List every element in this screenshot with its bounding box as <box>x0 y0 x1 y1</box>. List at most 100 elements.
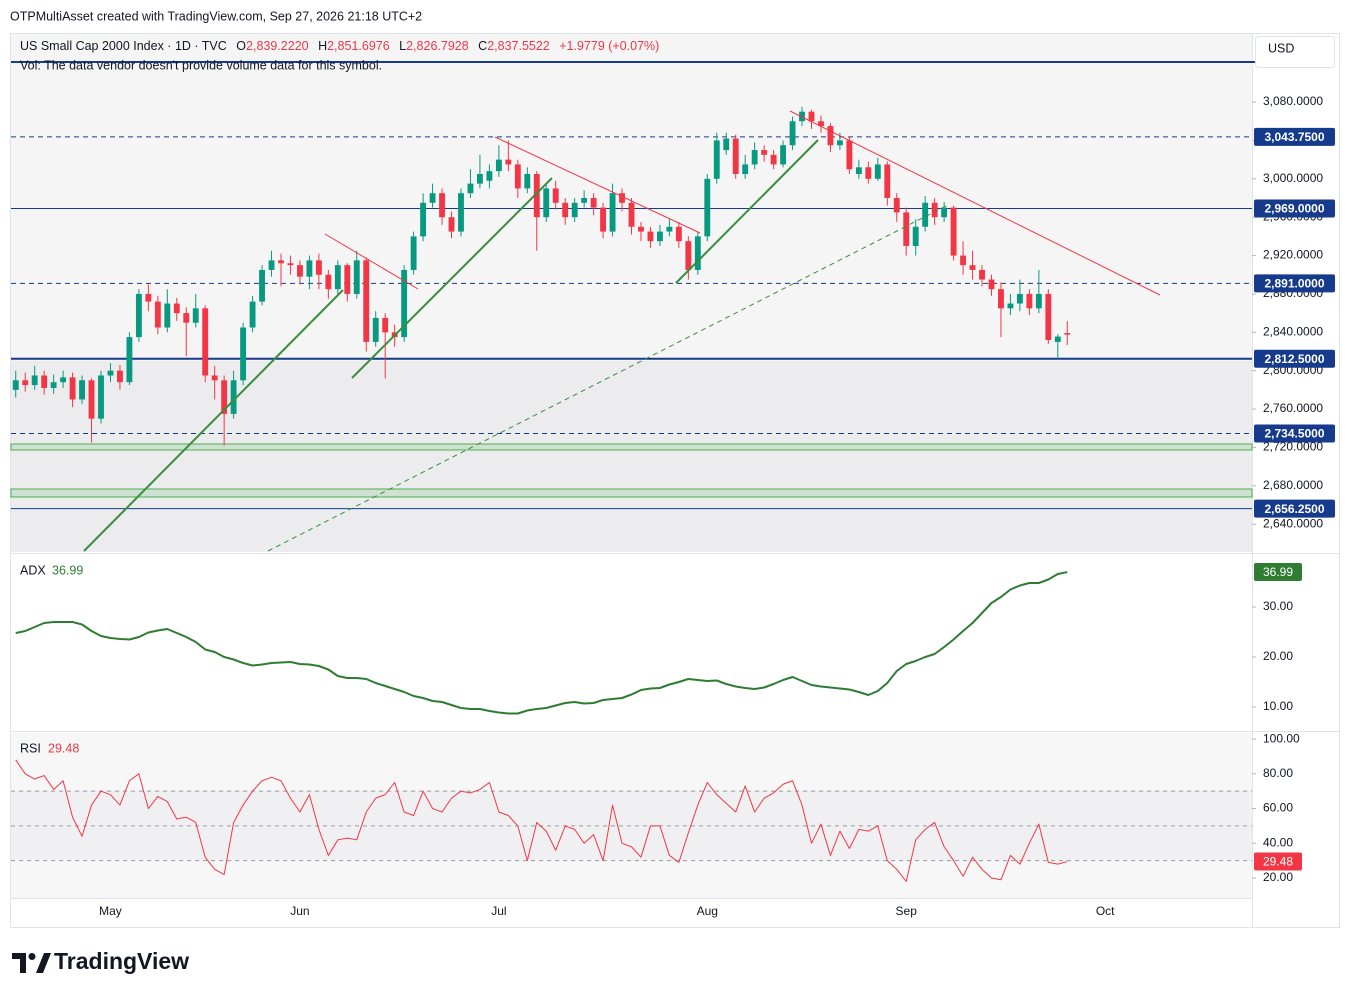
volume-note: Vol: The data vendor doesn't provide vol… <box>20 58 382 72</box>
candle-body <box>979 269 985 280</box>
brand-name: TradingView <box>54 948 189 974</box>
candle-body <box>439 193 445 218</box>
candle-body <box>476 174 483 184</box>
candle-body <box>855 167 862 175</box>
logo-mark <box>12 953 26 973</box>
y-tick-label: 3,080.0000 <box>1263 94 1323 108</box>
level-label-box <box>1254 349 1335 368</box>
last-value-box <box>1254 563 1302 582</box>
candle-body <box>723 138 730 151</box>
candle-body <box>296 265 303 277</box>
x-tick-label: May <box>99 904 122 918</box>
level-label-box <box>1254 274 1335 293</box>
level-label: 3,043.7500 <box>1264 130 1324 144</box>
candle-body <box>382 317 389 333</box>
candle-body <box>571 202 578 218</box>
candle-body <box>420 202 427 237</box>
candle-body <box>211 375 218 381</box>
x-tick-label: Aug <box>697 904 718 918</box>
candle-body <box>950 207 957 256</box>
x-tick-label: Jul <box>491 904 506 918</box>
y-tick-label: 100.00 <box>1263 731 1300 745</box>
last-value-box <box>1254 852 1302 871</box>
candle-body <box>789 121 796 146</box>
indicator-value: 29.48 <box>48 741 79 755</box>
candle-body <box>79 380 85 400</box>
candle-body <box>1045 293 1052 340</box>
level-label-box <box>1254 499 1335 518</box>
support-zone <box>10 443 1253 451</box>
candle-body <box>50 382 57 388</box>
y-tick-label: 2,640.0000 <box>1263 516 1323 530</box>
x-tick-label: Oct <box>1096 904 1115 918</box>
candle-body <box>562 202 569 218</box>
candle-body <box>751 150 758 165</box>
candle-body <box>1026 293 1033 309</box>
level-label-box <box>1254 199 1335 218</box>
candle-body <box>884 164 891 199</box>
y-tick-label: 2,720.0000 <box>1263 440 1323 454</box>
candle-body <box>88 380 95 419</box>
candle-body <box>846 140 853 170</box>
axes: May Jun Jul Aug Sep Oct 2,640.0000 2,680.0000 2,… <box>99 94 1335 918</box>
candle-body <box>363 260 370 342</box>
candle-body <box>675 226 682 242</box>
logo-mark <box>28 953 36 960</box>
candle-body <box>647 231 654 242</box>
currency-box[interactable] <box>1255 36 1335 68</box>
candle-body <box>912 226 919 246</box>
candle-body <box>836 140 843 146</box>
credit-line: OTPMultiAsset created with TradingView.c… <box>10 9 422 23</box>
candle-body <box>960 255 967 266</box>
candle-body <box>154 301 161 328</box>
candle-body <box>1007 303 1014 309</box>
ohlc-key: L <box>399 39 406 53</box>
candle-body <box>249 301 256 328</box>
indicator-title: RSI <box>20 741 41 755</box>
chart-frame <box>10 33 1340 928</box>
candle-body <box>685 241 692 270</box>
x-tick-label: Sep <box>896 904 918 918</box>
candle-body <box>448 217 455 232</box>
rsi-pane <box>11 733 1252 898</box>
y-tick-label: 40.00 <box>1263 835 1293 849</box>
candle-body <box>401 269 408 338</box>
ohlc-key: O <box>236 39 246 53</box>
candle-body <box>278 260 284 264</box>
candle-body <box>552 188 559 203</box>
y-tick-label: 2,680.0000 <box>1263 478 1323 492</box>
level-label-box <box>1254 127 1335 146</box>
candle-body <box>135 293 142 338</box>
candle-body <box>183 313 190 323</box>
candle-body <box>107 370 114 376</box>
y-tick-label: 30.00 <box>1263 599 1293 613</box>
candle-body <box>865 167 872 179</box>
trendline <box>675 139 819 284</box>
candle-body <box>780 145 787 165</box>
candle-body <box>704 178 711 237</box>
candle-body <box>315 260 322 275</box>
brand-logo: TradingView <box>12 948 189 974</box>
candle-body <box>609 193 616 232</box>
y-tick-label: 2,920.0000 <box>1263 248 1323 262</box>
candle-body <box>874 164 881 179</box>
ohlc-value: 2,839.2220 <box>246 39 309 53</box>
y-tick-label: 20.00 <box>1263 649 1293 663</box>
candle-body <box>467 183 474 194</box>
candle-body <box>192 308 199 323</box>
candle-body <box>931 202 938 218</box>
trendline <box>351 177 553 379</box>
candle-body <box>60 377 67 383</box>
trendline <box>83 289 344 552</box>
currency[interactable]: USD <box>1268 41 1294 55</box>
candle-body <box>998 289 1004 309</box>
ohlc-key: H <box>318 39 327 53</box>
candle-body <box>922 202 929 227</box>
candle-body <box>259 269 265 302</box>
candle-body <box>713 140 720 179</box>
candle-body <box>808 111 815 122</box>
candle-body <box>240 327 247 381</box>
trendline <box>324 233 419 290</box>
candle-body <box>429 193 436 203</box>
